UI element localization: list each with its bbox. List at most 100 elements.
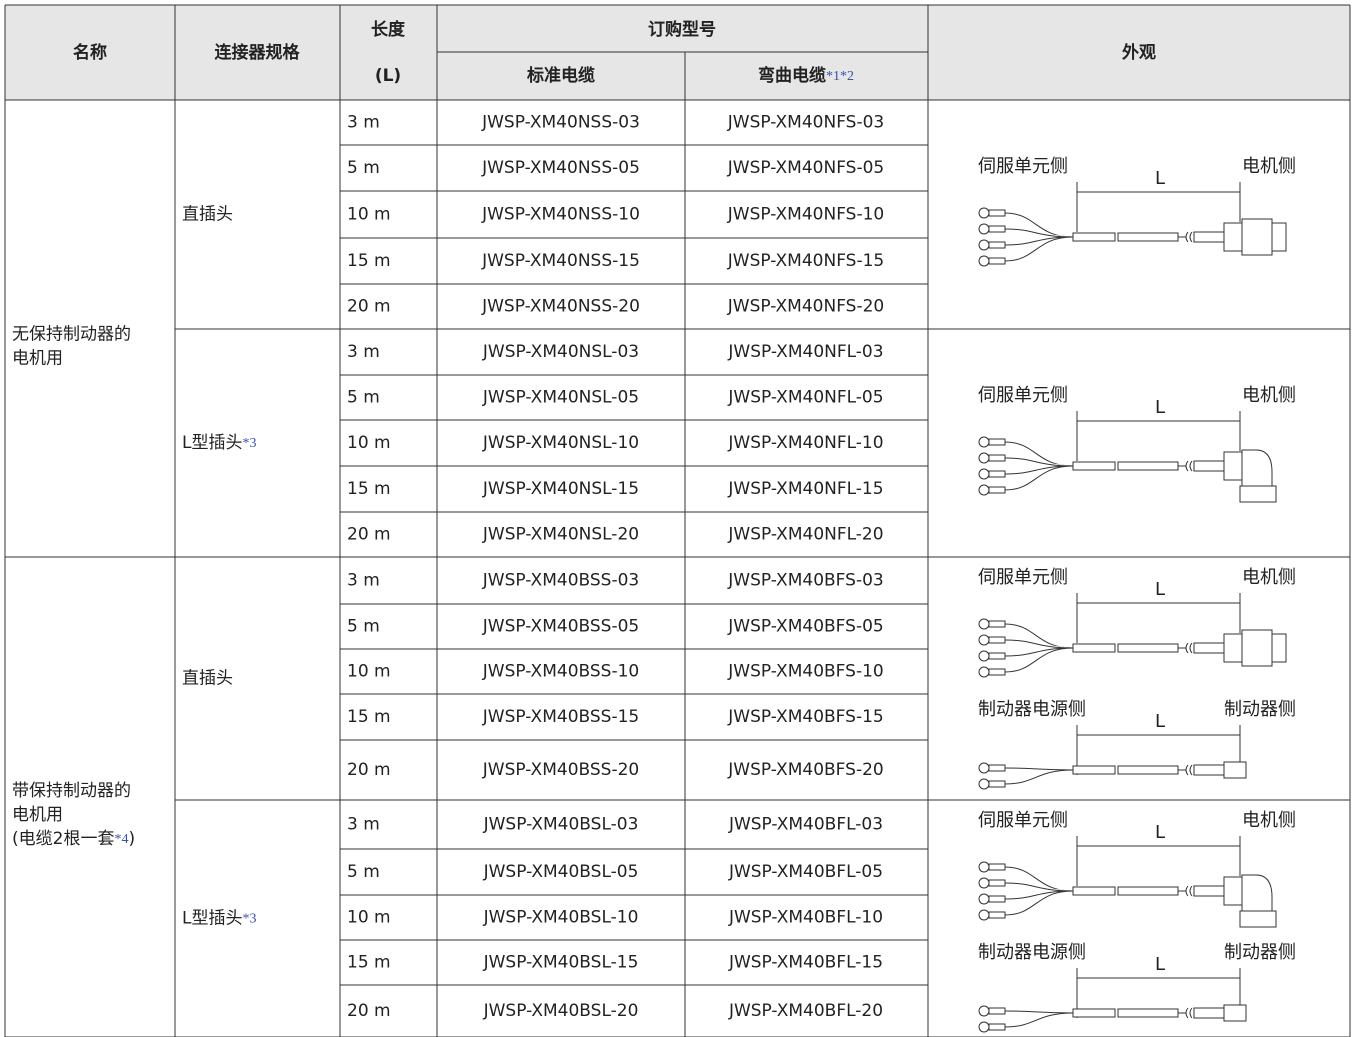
standard-model: JWSP-XM40BSS-20 [482, 760, 639, 780]
wire [1004, 1010, 1074, 1014]
terminal-sleeve [988, 225, 1006, 233]
cable-tube [1117, 232, 1179, 242]
bend-model: JWSP-XM40NFL-20 [727, 525, 883, 545]
fig-label-left: 伺服单元侧 [978, 156, 1068, 177]
header-length-unit: (L) [375, 66, 401, 86]
connector-neck [1223, 876, 1243, 906]
standard-model: JWSP-XM40BSS-10 [482, 662, 639, 682]
standard-model: JWSP-XM40NSL-15 [482, 479, 639, 499]
standard-model: JWSP-XM40BSL-05 [483, 862, 639, 882]
length: 15 m [347, 707, 391, 727]
length: 15 m [347, 479, 391, 499]
break-mark [1185, 1007, 1193, 1019]
standard-model: JWSP-XM40NSS-03 [481, 113, 640, 133]
terminal-sleeve [988, 241, 1006, 249]
standard-model: JWSP-XM40BSL-10 [483, 908, 639, 928]
fig-dim-label: L [1155, 579, 1165, 600]
fig-label-right: 制动器侧 [1224, 942, 1296, 963]
length: 15 m [347, 953, 391, 973]
standard-model: JWSP-XM40NSL-20 [482, 525, 639, 545]
standard-model: JWSP-XM40BSL-03 [483, 815, 639, 835]
fig-label-left: 伺服单元侧 [978, 810, 1068, 831]
wire [1004, 769, 1074, 785]
fig-label-right: 电机侧 [1242, 567, 1296, 588]
terminal [978, 223, 990, 235]
cable [1193, 764, 1225, 776]
group-name: 无保持制动器的 [12, 325, 131, 345]
break-mark [1185, 885, 1193, 897]
break-mark [1185, 764, 1193, 776]
length: 20 m [347, 1001, 391, 1021]
terminal-sleeve [988, 1007, 1006, 1015]
group-name: ) [128, 829, 135, 849]
cable [1193, 460, 1225, 472]
sheath [1072, 461, 1116, 471]
connector-nut [1239, 910, 1277, 928]
bend-model: JWSP-XM40NFL-10 [727, 433, 883, 453]
terminal-sleeve [988, 454, 1006, 462]
header-name: 名称 [73, 42, 107, 63]
bend-model: JWSP-XM40BFS-10 [727, 662, 883, 682]
terminal-sleeve [988, 257, 1006, 265]
header-length: 长度 [371, 19, 406, 40]
standard-model: JWSP-XM40BSS-05 [482, 617, 639, 637]
wire [1004, 236, 1074, 262]
terminal [978, 1005, 990, 1017]
header-connector: 连接器规格 [215, 42, 301, 63]
length: 5 m [347, 388, 380, 408]
length: 3 m [347, 571, 380, 591]
standard-model: JWSP-XM40NSS-05 [481, 158, 640, 178]
cable-drawing [978, 1004, 1247, 1033]
cable [1193, 231, 1225, 243]
fig-label-left: 伺服单元侧 [978, 567, 1068, 588]
terminal [978, 484, 990, 496]
cell-text: 弯曲电缆 [758, 65, 826, 86]
wire [1004, 1012, 1074, 1028]
bend-model: JWSP-XM40BFS-03 [727, 571, 883, 591]
standard-model: JWSP-XM40BSL-15 [483, 953, 639, 973]
terminal-sleeve [988, 895, 1006, 903]
cable [1193, 1007, 1225, 1019]
terminal [978, 778, 990, 790]
cell-text: L型插头 [182, 433, 242, 453]
sheath [1072, 1008, 1116, 1018]
footnote-ref: *3 [242, 436, 256, 451]
standard-model: JWSP-XM40BSL-20 [483, 1001, 639, 1021]
cable-tube [1117, 461, 1179, 471]
bend-model: JWSP-XM40BFS-05 [727, 617, 883, 637]
fig-dim-label: L [1155, 711, 1165, 732]
terminal [978, 255, 990, 267]
bend-model: JWSP-XM40BFS-20 [727, 760, 883, 780]
connector-body [1241, 218, 1273, 256]
bend-model: JWSP-XM40NFS-15 [727, 251, 884, 271]
standard-model: JWSP-XM40NSS-20 [481, 297, 640, 317]
terminal [978, 239, 990, 251]
terminal-sleeve [988, 780, 1006, 788]
cable-tube [1117, 1008, 1179, 1018]
length: 5 m [347, 862, 380, 882]
cable-tube [1117, 886, 1179, 896]
standard-model: JWSP-XM40NSS-10 [481, 205, 640, 225]
sheath [1072, 643, 1116, 653]
terminal [978, 1021, 990, 1033]
wire [1004, 890, 1074, 916]
terminal-sleeve [988, 911, 1006, 919]
terminal-sleeve [988, 863, 1006, 871]
bend-model: JWSP-XM40NFS-03 [727, 113, 884, 133]
cable-drawing [978, 436, 1277, 503]
terminal [978, 762, 990, 774]
bend-model: JWSP-XM40NFL-15 [727, 479, 883, 499]
standard-model: JWSP-XM40NSS-15 [481, 251, 640, 271]
fig-label-right: 制动器侧 [1224, 699, 1296, 720]
terminal [978, 618, 990, 630]
connector-nut [1271, 222, 1287, 252]
terminal [978, 861, 990, 873]
standard-model: JWSP-XM40NSL-10 [482, 433, 639, 453]
terminal [978, 468, 990, 480]
bend-model: JWSP-XM40BFL-05 [728, 862, 883, 882]
connector-neck [1223, 633, 1243, 663]
connector-nut [1271, 633, 1287, 663]
bend-model: JWSP-XM40NFL-05 [727, 388, 883, 408]
bend-model: JWSP-XM40BFL-20 [728, 1001, 883, 1021]
group-name: 带保持制动器的 [12, 781, 131, 801]
